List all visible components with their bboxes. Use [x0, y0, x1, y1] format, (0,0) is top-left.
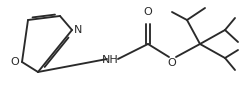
Text: NH: NH	[102, 55, 118, 65]
Text: O: O	[144, 7, 152, 17]
Text: O: O	[10, 57, 19, 67]
Text: N: N	[74, 25, 82, 35]
Text: O: O	[168, 58, 176, 68]
